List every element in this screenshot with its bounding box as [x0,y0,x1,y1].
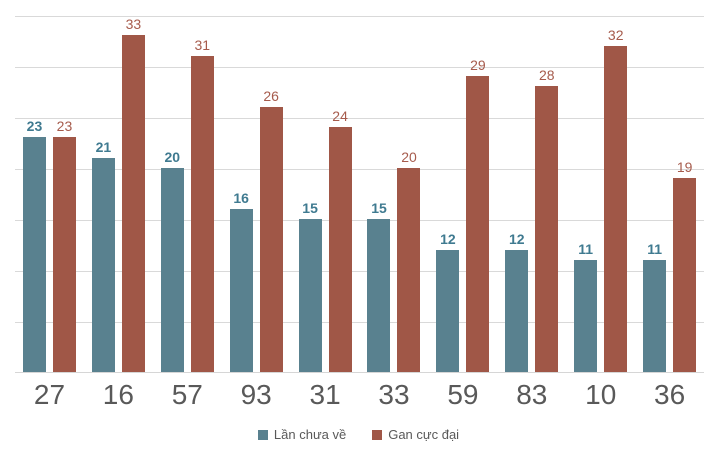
bar-group: 15 24 [291,16,360,372]
category-label: 10 [585,379,617,410]
bar-wrap-gan-cuc-dai: 31 [190,36,214,372]
value-label-gan-cuc-dai: 31 [194,36,211,53]
bar-group: 20 31 [153,16,222,372]
bar-wrap-lan-chua-ve: 20 [160,149,184,372]
value-label-lan-chua-ve: 21 [95,138,112,155]
bar-lan-chua-ve [367,219,391,372]
legend: Lần chưa về Gan cực đại [0,427,717,442]
bar-gan-cuc-dai [466,76,490,372]
bar-wrap-lan-chua-ve: 12 [505,230,529,372]
bar-groups: 23 23 21 33 20 31 16 26 15 24 15 20 12 29 12 28 11 32 11 19 [15,16,704,372]
bar-gan-cuc-dai [673,178,697,372]
category-label: 36 [654,379,686,410]
bar-wrap-lan-chua-ve: 16 [229,189,253,372]
bar-wrap-gan-cuc-dai: 24 [328,108,352,372]
bar-wrap-gan-cuc-dai: 20 [397,149,421,372]
bar-gan-cuc-dai [52,137,76,372]
value-label-gan-cuc-dai: 24 [332,108,348,125]
value-label-lan-chua-ve: 12 [440,230,456,247]
category-label: 59 [447,379,479,410]
value-label-gan-cuc-dai: 32 [607,26,624,43]
bar-wrap-gan-cuc-dai: 32 [604,26,628,372]
bar-gan-cuc-dai [328,127,352,372]
bar-lan-chua-ve [643,259,667,372]
bar-lan-chua-ve [298,219,322,372]
bar-lan-chua-ve [505,249,529,372]
gridline [15,322,704,323]
bar-wrap-lan-chua-ve: 12 [436,230,460,372]
bar-wrap-lan-chua-ve: 15 [298,200,322,372]
legend-label: Lần chưa về [273,427,347,442]
bar-wrap-lan-chua-ve: 21 [91,138,115,372]
value-label-lan-chua-ve: 11 [647,240,663,257]
bar-wrap-gan-cuc-dai: 28 [535,67,559,372]
bar-wrap-gan-cuc-dai: 23 [52,118,76,372]
value-label-gan-cuc-dai: 33 [125,16,142,33]
category-label: 33 [378,379,410,410]
value-label-lan-chua-ve: 20 [164,149,181,165]
value-label-lan-chua-ve: 11 [578,240,594,257]
bar-gan-cuc-dai [604,45,628,372]
bar-wrap-gan-cuc-dai: 26 [259,87,283,372]
bar-group: 21 33 [84,16,153,372]
category-label: 93 [240,379,272,410]
value-label-lan-chua-ve: 23 [26,118,43,135]
value-label-gan-cuc-dai: 23 [56,118,73,135]
bar-gan-cuc-dai [259,106,283,372]
bar-group: 11 19 [635,16,704,372]
bar-gan-cuc-dai [121,35,145,372]
bar-lan-chua-ve [574,259,598,372]
bar-group: 23 23 [15,16,84,372]
gridline [15,67,704,68]
gridline [15,271,704,272]
bar-group: 11 32 [566,16,635,372]
value-label-lan-chua-ve: 12 [509,230,525,247]
value-label-lan-chua-ve: 15 [371,200,387,216]
value-label-gan-cuc-dai: 26 [263,87,279,104]
value-label-gan-cuc-dai: 28 [539,67,555,84]
bar-group: 12 28 [497,16,566,372]
value-label-lan-chua-ve: 15 [302,200,318,216]
legend-swatch-icon [257,429,268,440]
bar-group: 15 20 [360,16,429,372]
bar-gan-cuc-dai [397,168,421,372]
bar-wrap-lan-chua-ve: 11 [574,240,598,372]
legend-item-lan-chua-ve: Lần chưa về [257,427,347,442]
bar-wrap-gan-cuc-dai: 33 [121,16,145,372]
bar-gan-cuc-dai [535,86,559,372]
bar-group: 16 26 [222,16,291,372]
value-label-lan-chua-ve: 16 [233,189,249,206]
category-label: 83 [516,379,548,410]
bar-wrap-gan-cuc-dai: 29 [466,57,490,372]
plot-area: 23 23 21 33 20 31 16 26 15 24 15 20 12 29 12 28 11 32 11 19 [15,16,704,373]
bar-lan-chua-ve [22,137,46,372]
value-label-gan-cuc-dai: 20 [401,149,417,165]
bar-lan-chua-ve [436,249,460,372]
gridline [15,169,704,170]
gridline [15,118,704,119]
bar-wrap-gan-cuc-dai: 19 [673,159,697,372]
bar-wrap-lan-chua-ve: 15 [367,200,391,372]
category-label: 57 [171,379,203,410]
legend-swatch-icon [372,429,383,440]
bar-lan-chua-ve [229,208,253,372]
gridline [15,16,704,17]
value-label-gan-cuc-dai: 19 [676,159,693,176]
bar-wrap-lan-chua-ve: 23 [22,118,46,372]
x-axis-labels: 27 16 57 93 31 33 59 83 10 36 [15,378,704,412]
legend-label: Gan cực đại [388,427,460,442]
category-label: 31 [309,379,341,410]
bar-lan-chua-ve [91,157,115,372]
bar-gan-cuc-dai [190,55,214,372]
legend-item-gan-cuc-dai: Gan cực đại [372,427,459,442]
category-label: 16 [102,379,134,410]
gridline [15,220,704,221]
bar-lan-chua-ve [160,168,184,372]
category-label: 27 [33,379,66,410]
bar-group: 12 29 [428,16,497,372]
bar-wrap-lan-chua-ve: 11 [643,240,667,372]
value-label-gan-cuc-dai: 29 [470,57,486,74]
